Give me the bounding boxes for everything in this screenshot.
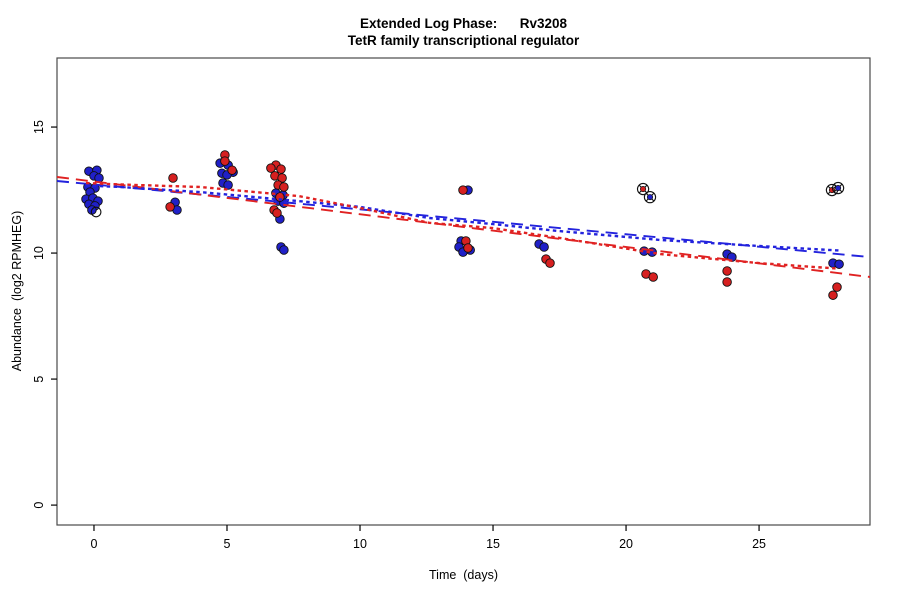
data-point-red	[828, 290, 838, 300]
data-point-red	[463, 243, 473, 253]
data-point-blue	[279, 245, 289, 255]
trend-line-red-linear-fit	[56, 176, 871, 278]
data-point-red	[227, 165, 237, 175]
data-point-red	[165, 202, 175, 212]
plot-title-line2: TetR family transcriptional regulator	[347, 33, 580, 48]
flagged-center-dot-blue	[835, 184, 842, 192]
x-tick-label: 0	[91, 537, 98, 551]
data-point-red	[648, 272, 658, 282]
data-point-red	[168, 173, 178, 183]
data-point-red	[722, 266, 732, 276]
data-point-red	[832, 282, 842, 292]
trend-line-blue-smooth-fit	[85, 184, 839, 252]
x-tick-label: 10	[353, 537, 367, 551]
data-point-blue	[834, 259, 844, 269]
data-point-blue	[539, 242, 549, 252]
y-tick-label: 10	[32, 246, 46, 260]
flagged-center-dot-blue	[646, 194, 654, 201]
data-point-red	[220, 156, 230, 166]
open-circle-point	[90, 206, 102, 218]
trend-line-red-smooth-fit	[85, 181, 839, 270]
y-tick-label: 5	[32, 376, 46, 383]
data-point-red	[722, 277, 732, 287]
data-point-red	[276, 164, 286, 174]
data-point-red	[545, 258, 555, 268]
plot-title-line1: Extended Log Phase: Rv3208	[359, 16, 568, 31]
data-point-red	[266, 163, 276, 173]
x-tick-label: 5	[224, 537, 231, 551]
y-tick-label: 15	[32, 120, 46, 134]
data-point-red	[277, 173, 287, 183]
x-axis-label: Time (days)	[429, 568, 498, 582]
data-point-red	[272, 208, 282, 218]
flagged-circle-cross	[636, 182, 650, 196]
x-tick-label: 15	[486, 537, 500, 551]
data-point-red	[458, 185, 468, 195]
data-point-blue	[223, 180, 233, 190]
x-tick-label: 25	[752, 537, 766, 551]
data-point-red	[279, 182, 289, 192]
y-tick-label: 0	[32, 502, 46, 509]
flagged-circle-cross	[831, 181, 845, 195]
flagged-center-dot-red	[640, 186, 647, 193]
flagged-circle-cross	[643, 190, 657, 204]
x-tick-label: 20	[619, 537, 633, 551]
plot-box	[56, 57, 871, 526]
